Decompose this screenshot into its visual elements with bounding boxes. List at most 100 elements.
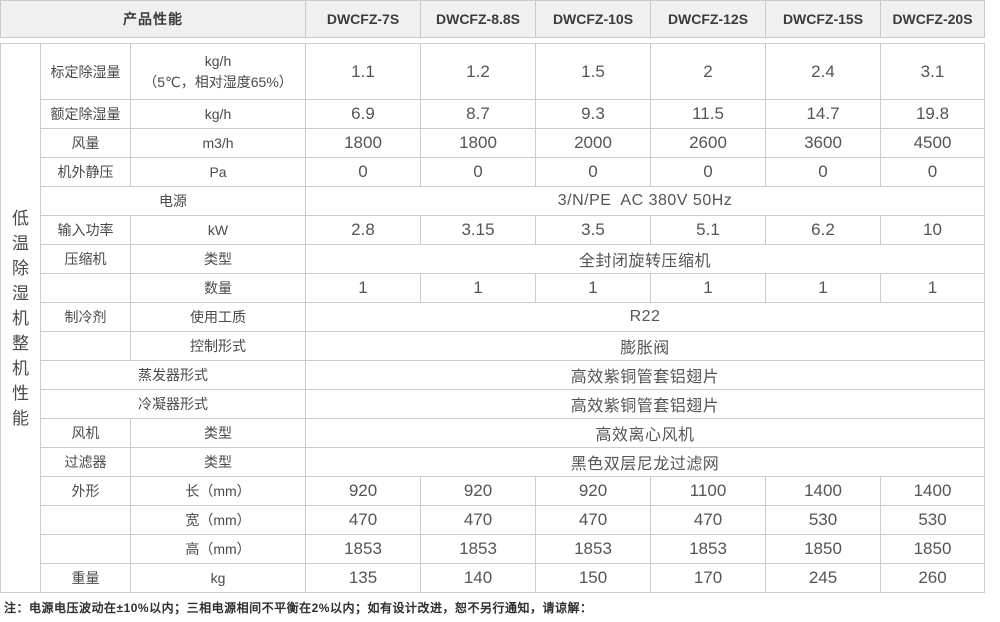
merged-value-cell: 全封闭旋转压缩机 (305, 244, 985, 274)
spec-label: 机外静压 (40, 157, 131, 187)
merged-value-cell: 膨胀阀 (305, 331, 985, 361)
spec-label: 额定除湿量 (40, 99, 131, 129)
value-cell: 1800 (305, 128, 421, 158)
spec-group-cell-empty (40, 534, 131, 564)
value-cell: 530 (880, 505, 985, 535)
value-cell: 1.1 (305, 43, 421, 100)
value-cell: 2600 (650, 128, 766, 158)
spec-sublabel: 数量 (130, 273, 306, 303)
value-cell: 11.5 (650, 99, 766, 129)
row-input-power: 输入功率 kW 2.8 3.15 3.5 5.1 6.2 10 (1, 215, 985, 245)
spec-unit: kW (130, 215, 306, 245)
merged-value-cell: 高效紫铜管套铝翅片 (305, 360, 985, 390)
value-cell: 3.15 (420, 215, 536, 245)
row-condenser-type: 冷凝器形式 高效紫铜管套铝翅片 (1, 389, 985, 419)
spec-sublabel: 类型 (130, 447, 306, 477)
value-cell: 1 (420, 273, 536, 303)
model-header-dwcfz-8-8s: DWCFZ-8.8S (420, 0, 536, 38)
model-header-dwcfz-12s: DWCFZ-12S (650, 0, 766, 38)
row-dimension-width: 宽（mm） 470 470 470 470 530 530 (1, 505, 985, 535)
model-header-dwcfz-7s: DWCFZ-7S (305, 0, 421, 38)
spec-table: 低 温 除 湿 机 整 机 性 能 标定除湿量 kg/h （5℃，相对湿度65%… (0, 43, 985, 593)
value-cell: 1400 (765, 476, 881, 506)
value-cell: 1853 (420, 534, 536, 564)
value-cell: 9.3 (535, 99, 651, 129)
value-cell: 2 (650, 43, 766, 100)
row-dimension-height: 高（mm） 1853 1853 1853 1853 1850 1850 (1, 534, 985, 564)
value-cell: 150 (535, 563, 651, 593)
value-cell: 170 (650, 563, 766, 593)
value-cell: 470 (420, 505, 536, 535)
row-nominal-dehumidify: 额定除湿量 kg/h 6.9 8.7 9.3 11.5 14.7 19.8 (1, 99, 985, 129)
spec-group-label: 压缩机 (40, 244, 131, 274)
value-cell: 1.2 (420, 43, 536, 100)
spec-group-label: 制冷剂 (40, 302, 131, 332)
spec-group-label: 风机 (40, 418, 131, 448)
value-cell: 245 (765, 563, 881, 593)
value-cell: 470 (305, 505, 421, 535)
value-cell: 1 (305, 273, 421, 303)
spec-unit: kg/h (130, 99, 306, 129)
spec-sublabel: 使用工质 (130, 302, 306, 332)
value-cell: 6.2 (765, 215, 881, 245)
value-cell: 1850 (765, 534, 881, 564)
value-cell: 0 (880, 157, 985, 187)
value-cell: 14.7 (765, 99, 881, 129)
row-fan-type: 风机 类型 高效离心风机 (1, 418, 985, 448)
value-cell: 0 (535, 157, 651, 187)
row-dimension-length: 外形 长（mm） 920 920 920 1100 1400 1400 (1, 476, 985, 506)
value-cell: 1 (535, 273, 651, 303)
spec-label: 输入功率 (40, 215, 131, 245)
merged-value-cell: R22 (305, 302, 985, 332)
value-cell: 1 (880, 273, 985, 303)
spec-group-cell-empty (40, 505, 131, 535)
row-filter-type: 过滤器 类型 黑色双层尼龙过滤网 (1, 447, 985, 477)
row-refrigerant-control: 控制形式 膨胀阀 (1, 331, 985, 361)
value-cell: 1 (765, 273, 881, 303)
value-cell: 140 (420, 563, 536, 593)
value-cell: 8.7 (420, 99, 536, 129)
row-refrigerant-medium: 制冷剂 使用工质 R22 (1, 302, 985, 332)
row-compressor-quantity: 数量 1 1 1 1 1 1 (1, 273, 985, 303)
spec-group-label: 过滤器 (40, 447, 131, 477)
value-cell: 2.8 (305, 215, 421, 245)
spec-label: 标定除湿量 (40, 43, 131, 100)
value-cell: 0 (650, 157, 766, 187)
row-power-supply: 电源 3/N/PE AC 380V 50Hz (1, 186, 985, 216)
value-cell: 2000 (535, 128, 651, 158)
spec-label: 蒸发器形式 (40, 360, 306, 390)
value-cell: 1100 (650, 476, 766, 506)
header-row: 产品性能 DWCFZ-7S DWCFZ-8.8S DWCFZ-10S DWCFZ… (0, 0, 985, 38)
value-cell: 1.5 (535, 43, 651, 100)
value-cell: 0 (305, 157, 421, 187)
merged-value-cell: 3/N/PE AC 380V 50Hz (305, 186, 985, 216)
spec-sublabel: 控制形式 (130, 331, 306, 361)
spec-label: 电源 (40, 186, 306, 216)
value-cell: 3.1 (880, 43, 985, 100)
value-cell: 5.1 (650, 215, 766, 245)
spec-unit: Pa (130, 157, 306, 187)
value-cell: 2.4 (765, 43, 881, 100)
merged-value-cell: 黑色双层尼龙过滤网 (305, 447, 985, 477)
model-header-dwcfz-20s: DWCFZ-20S (880, 0, 985, 38)
spec-group-cell-empty (40, 273, 131, 303)
value-cell: 920 (305, 476, 421, 506)
value-cell: 0 (765, 157, 881, 187)
value-cell: 4500 (880, 128, 985, 158)
spec-unit: m3/h (130, 128, 306, 158)
value-cell: 470 (535, 505, 651, 535)
model-header-dwcfz-10s: DWCFZ-10S (535, 0, 651, 38)
spec-group-label: 外形 (40, 476, 131, 506)
row-rated-dehumidify: 低 温 除 湿 机 整 机 性 能 标定除湿量 kg/h （5℃，相对湿度65%… (0, 43, 985, 593)
value-cell: 1850 (880, 534, 985, 564)
side-category-label: 低 温 除 湿 机 整 机 性 能 (0, 43, 41, 593)
row-external-static-pressure: 机外静压 Pa 0 0 0 0 0 0 (1, 157, 985, 187)
value-cell: 260 (880, 563, 985, 593)
merged-value-cell: 高效离心风机 (305, 418, 985, 448)
value-cell: 1800 (420, 128, 536, 158)
model-header-dwcfz-15s: DWCFZ-15S (765, 0, 881, 38)
spec-sublabel: 长（mm） (130, 476, 306, 506)
row-air-volume: 风量 m3/h 1800 1800 2000 2600 3600 4500 (1, 128, 985, 158)
spec-sublabel: 宽（mm） (130, 505, 306, 535)
